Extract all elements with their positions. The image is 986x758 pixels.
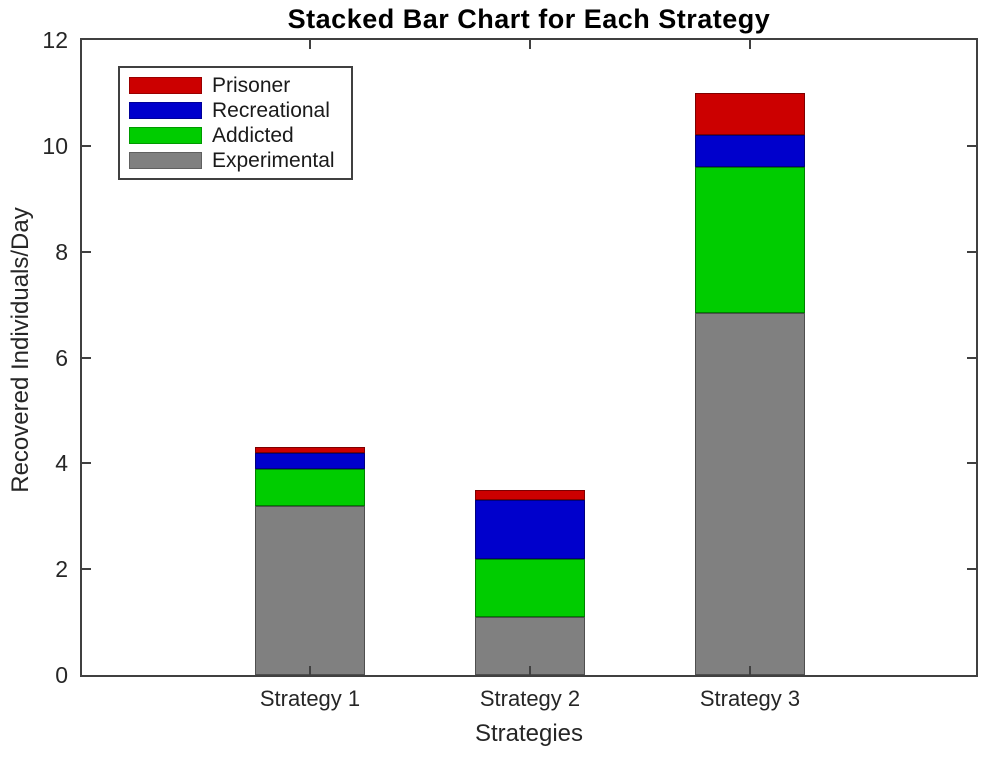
x-tick-top bbox=[309, 40, 311, 49]
legend-item-addicted: Addicted bbox=[129, 123, 345, 148]
x-tick-top bbox=[749, 40, 751, 49]
y-tick-label-10: 10 bbox=[42, 132, 68, 159]
y-tick-label-8: 8 bbox=[55, 238, 68, 265]
chart-title: Stacked Bar Chart for Each Strategy bbox=[287, 4, 771, 34]
y-tick-label-0: 0 bbox=[55, 662, 68, 688]
legend-swatch-addicted bbox=[129, 127, 202, 144]
bar-segment-addicted-3 bbox=[695, 167, 805, 313]
y-tick-left bbox=[82, 462, 91, 465]
bar-segment-recreational-1 bbox=[255, 452, 365, 469]
legend-item-prisoner: Prisoner bbox=[129, 73, 345, 98]
x-tick-label-2: Strategy 2 bbox=[479, 686, 581, 711]
y-tick-right bbox=[967, 356, 976, 359]
legend-label-addicted: Addicted bbox=[212, 123, 294, 147]
legend-label-experimental: Experimental bbox=[212, 148, 335, 172]
bar-segment-addicted-2 bbox=[475, 558, 585, 617]
y-tick-left bbox=[82, 144, 91, 147]
x-tick-label-3: Strategy 3 bbox=[699, 686, 801, 711]
legend-swatch-prisoner bbox=[129, 77, 202, 94]
legend-swatch-recreational bbox=[129, 102, 202, 119]
legend: Prisoner Recreational Addicted Experimental bbox=[118, 66, 353, 180]
x-tick-bottom bbox=[309, 666, 311, 675]
x-tick-bottom bbox=[529, 666, 531, 675]
y-tick-label-6: 6 bbox=[55, 344, 68, 371]
x-tick-top bbox=[529, 40, 531, 49]
bar-segment-recreational-3 bbox=[695, 135, 805, 167]
legend-item-recreational: Recreational bbox=[129, 98, 345, 123]
legend-item-experimental: Experimental bbox=[129, 148, 345, 173]
legend-swatch-experimental bbox=[129, 152, 202, 169]
y-tick-label-2: 2 bbox=[55, 556, 68, 583]
bar-segment-experimental-1 bbox=[255, 505, 365, 675]
bar-segment-prisoner-1 bbox=[255, 447, 365, 453]
y-tick-right bbox=[967, 250, 976, 253]
y-tick-right bbox=[967, 568, 976, 571]
y-tick-right bbox=[967, 462, 976, 465]
y-tick-label-12: 12 bbox=[42, 27, 68, 53]
bar-segment-addicted-1 bbox=[255, 468, 365, 506]
y-tick-left bbox=[82, 568, 91, 571]
y-tick-right bbox=[967, 144, 976, 147]
x-tick-label-1: Strategy 1 bbox=[259, 686, 361, 711]
plot-area bbox=[80, 38, 978, 677]
y-tick-left bbox=[82, 250, 91, 253]
legend-label-prisoner: Prisoner bbox=[212, 73, 291, 97]
y-tick-label-4: 4 bbox=[55, 450, 68, 477]
legend-label-recreational: Recreational bbox=[212, 98, 330, 122]
bar-segment-prisoner-2 bbox=[475, 489, 585, 501]
x-tick-bottom bbox=[749, 666, 751, 675]
bar-segment-prisoner-3 bbox=[695, 92, 805, 136]
x-axis-title: Strategies bbox=[474, 720, 584, 747]
y-tick-left bbox=[82, 356, 91, 359]
bar-segment-recreational-2 bbox=[475, 500, 585, 559]
bar-segment-experimental-3 bbox=[695, 312, 805, 675]
